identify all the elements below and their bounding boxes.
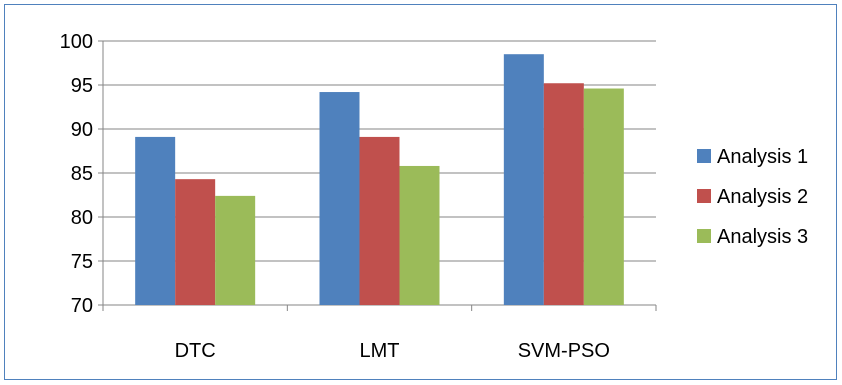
bars — [135, 54, 624, 306]
legend-label: Analysis 1 — [717, 146, 808, 168]
y-tick-label: 95 — [71, 75, 93, 97]
y-tick-label: 70 — [71, 295, 93, 317]
y-tick-label: 100 — [60, 31, 93, 53]
legend-swatch — [697, 149, 711, 163]
legend-swatch — [697, 229, 711, 243]
bar-analysis-2-lmt — [359, 136, 400, 305]
x-axis-tick-labels: DTC LMT SVM-PSO — [175, 340, 610, 362]
bar-analysis-3-dtc — [215, 195, 256, 305]
legend-label: Analysis 2 — [717, 186, 808, 208]
bar-analysis-1-svm-pso — [503, 54, 544, 306]
y-tick-label: 90 — [71, 119, 93, 141]
bar-analysis-2-svm-pso — [543, 83, 584, 306]
legend: Analysis 1 Analysis 2 Analysis 3 — [697, 146, 808, 248]
bar-analysis-3-lmt — [399, 165, 440, 305]
y-tick-label: 80 — [71, 207, 93, 229]
legend-label: Analysis 3 — [717, 226, 808, 248]
bar-analysis-2-dtc — [175, 179, 216, 305]
y-axis-tick-labels: 70 75 80 85 90 95 100 — [60, 31, 93, 317]
x-tick-label: LMT — [360, 340, 400, 362]
legend-swatch — [697, 189, 711, 203]
y-tick-label: 75 — [71, 251, 93, 273]
bar-analysis-3-svm-pso — [583, 88, 624, 306]
bar-analysis-1-dtc — [135, 136, 176, 305]
x-tick-label: DTC — [175, 340, 216, 362]
y-tick-label: 85 — [71, 163, 93, 185]
x-tick-label: SVM-PSO — [518, 340, 610, 362]
bar-analysis-1-lmt — [319, 92, 360, 305]
